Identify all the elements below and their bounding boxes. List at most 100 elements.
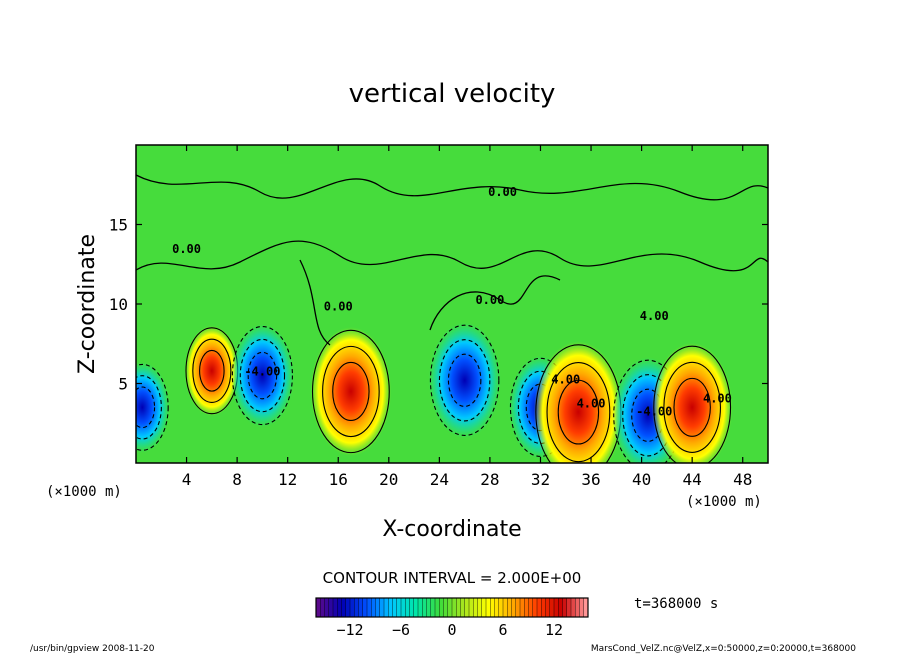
- colorbar-segment-18: [392, 598, 398, 617]
- colorbar: [315, 598, 589, 617]
- contour-ring-7-0: [673, 377, 711, 437]
- colorbar-segment-22: [409, 598, 415, 617]
- contour-ring-2-1: [322, 345, 380, 438]
- x-tick-label-20: 20: [379, 470, 398, 489]
- contour-label-0: 0.00: [172, 242, 201, 256]
- colorbar-segment-41: [490, 598, 495, 617]
- colorbar-segment-49: [524, 598, 529, 617]
- colorbar-segment-29: [439, 598, 444, 617]
- colorbar-segment-26: [426, 598, 432, 617]
- contour-ring-7-1: [663, 361, 721, 453]
- colorbar-segment-54: [545, 598, 551, 617]
- contour-ring-8-0: [136, 386, 156, 429]
- colorbar-segment-17: [388, 598, 393, 617]
- colorbar-segment-4: [333, 598, 338, 617]
- contour-ring-1-2: [231, 325, 293, 426]
- colorbar-segment-46: [511, 598, 517, 617]
- colorbar-segment-7: [345, 598, 351, 617]
- colorbar-segment-0: [316, 598, 321, 617]
- colorbar-segment-62: [579, 598, 585, 617]
- colorbar-tick-label--6: −6: [392, 621, 410, 639]
- colorbar-segment-13: [371, 598, 376, 617]
- downdraft-cell-8: [136, 362, 170, 453]
- x-tick-label-28: 28: [480, 470, 499, 489]
- updraft-cell-5: [533, 341, 624, 463]
- x-tick-label-12: 12: [278, 470, 297, 489]
- x-axis-label: X-coordinate: [382, 517, 521, 542]
- colorbar-ticks: −12 −6 0 6 12: [336, 621, 563, 639]
- contour-ring-8-1: [136, 375, 162, 440]
- colorbar-segment-55: [549, 598, 555, 617]
- colorbar-segment-10: [358, 598, 364, 617]
- colorbar-segment-21: [405, 598, 410, 617]
- x-tick-label-16: 16: [329, 470, 348, 489]
- colorbar-segment-16: [384, 598, 389, 617]
- contour-ring-0-1: [192, 338, 232, 403]
- colorbar-segment-40: [486, 598, 491, 617]
- velocity-features: [136, 322, 733, 463]
- x-tick-label-24: 24: [430, 470, 449, 489]
- footer-right: MarsCond_VelZ.nc@VelZ,x=0:50000,z=0:2000…: [591, 644, 856, 654]
- colorbar-segment-34: [460, 598, 466, 617]
- colorbar-tick-label-0: 0: [447, 621, 456, 639]
- y-axis-unit: (×1000 m): [686, 494, 762, 510]
- contour-label-5: 4.00: [577, 396, 606, 410]
- colorbar-segment-28: [435, 598, 440, 617]
- colorbar-segment-19: [396, 598, 402, 617]
- colorbar-segment-32: [452, 598, 457, 617]
- x-tick-label-44: 44: [683, 470, 702, 489]
- contour-ring-2-0: [332, 361, 370, 421]
- colorbar-segment-23: [413, 598, 419, 617]
- colorbar-segment-24: [418, 598, 423, 617]
- x-axis-unit: (×1000 m): [46, 484, 122, 500]
- footer-left: /usr/bin/gpview 2008-11-20: [30, 644, 155, 654]
- x-tick-label-32: 32: [531, 470, 550, 489]
- contour-ring-5-1: [546, 362, 611, 463]
- colorbar-segment-6: [341, 598, 347, 617]
- colorbar-segment-33: [456, 598, 461, 617]
- colorbar-segment-53: [541, 598, 546, 617]
- colorbar-tick-label-12: 12: [545, 621, 563, 639]
- colorbar-segment-51: [532, 598, 538, 617]
- colorbar-segment-59: [566, 598, 572, 617]
- contour-label-9: 4.00: [640, 309, 669, 323]
- colorbar-segment-43: [498, 598, 504, 617]
- contour-ring-1-0: [247, 351, 278, 400]
- colorbar-segment-48: [520, 598, 525, 617]
- colorbar-tick-label-6: 6: [498, 621, 507, 639]
- colorbar-segment-1: [320, 598, 325, 617]
- y-axis-label: Z-coordinate: [75, 234, 100, 374]
- x-axis-ticks: 4 8 12 16 20 24 28 32 36 40 44 48: [182, 145, 752, 489]
- colorbar-frame: [315, 597, 589, 618]
- contour-ring-1-1: [239, 338, 286, 413]
- updraft-cell-7: [651, 342, 733, 463]
- colorbar-segment-30: [443, 598, 449, 617]
- contour-label-3: 0.00: [475, 293, 504, 307]
- contour-ring-5-0: [557, 379, 600, 445]
- colorbar-segment-9: [354, 598, 359, 617]
- x-tick-label-40: 40: [632, 470, 651, 489]
- colorbar-segment-63: [583, 598, 589, 617]
- colorbar-tick-label--12: −12: [336, 621, 363, 639]
- x-tick-label-8: 8: [232, 470, 242, 489]
- contour-label-7: 4.00: [551, 373, 580, 387]
- x-tick-label-48: 48: [733, 470, 752, 489]
- colorbar-segment-35: [464, 598, 470, 617]
- colorbar-segment-3: [328, 598, 334, 617]
- contour-ring-3-2: [429, 324, 500, 436]
- colorbar-segment-5: [337, 598, 342, 617]
- contour-label-1: 0.00: [488, 185, 517, 199]
- colorbar-segment-31: [447, 598, 453, 617]
- contour-label-2: 0.00: [324, 299, 353, 313]
- colorbar-segment-2: [324, 598, 330, 617]
- contour-ring-3-1: [438, 339, 491, 422]
- colorbar-segment-52: [537, 598, 542, 617]
- colorbar-segment-8: [350, 598, 355, 617]
- colorbar-segment-42: [494, 598, 500, 617]
- contour-label-4: -4.00: [244, 365, 280, 379]
- y-tick-label-5: 5: [118, 375, 128, 394]
- colorbar-segment-37: [473, 598, 478, 617]
- contour-labels: 0.00 0.00 0.00 0.00 -4.00 4.00 4.00 4.00 -4.00 4.…: [172, 185, 732, 418]
- plot-area: [136, 145, 768, 463]
